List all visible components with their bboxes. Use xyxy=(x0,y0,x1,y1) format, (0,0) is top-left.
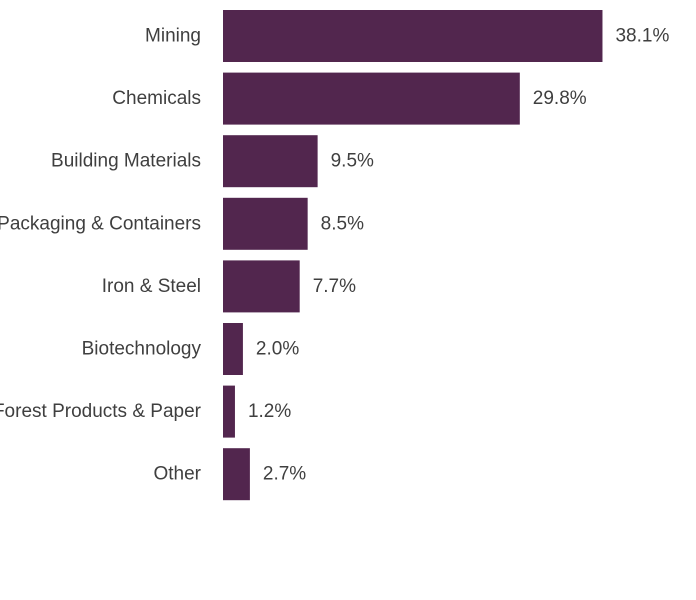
category-label-biotechnology: Biotechnology xyxy=(82,339,202,360)
bar-building-materials xyxy=(223,135,318,188)
category-label-chemicals: Chemicals xyxy=(112,88,201,109)
value-label-iron-and-steel: 7.7% xyxy=(313,276,356,297)
category-label-packaging-and-containers: Packaging & Containers xyxy=(0,213,201,234)
bar-forest-products-and-paper xyxy=(223,385,235,438)
category-label-other: Other xyxy=(153,464,201,485)
bar-iron-and-steel xyxy=(223,260,300,313)
value-label-chemicals: 29.8% xyxy=(533,88,587,109)
bar-biotechnology xyxy=(223,323,243,375)
bar-chemicals xyxy=(223,72,520,125)
category-label-iron-and-steel: Iron & Steel xyxy=(102,276,201,297)
value-label-other: 2.7% xyxy=(263,464,306,485)
category-labels: Mining Chemicals Building Materials Packagi… xyxy=(0,26,202,485)
value-label-biotechnology: 2.0% xyxy=(256,339,299,360)
value-label-packaging-and-containers: 8.5% xyxy=(321,213,364,234)
category-label-building-materials: Building Materials xyxy=(51,151,201,172)
bars-group xyxy=(223,10,603,501)
bar-mining xyxy=(223,10,603,62)
category-label-mining: Mining xyxy=(145,26,201,47)
value-labels: 38.1% 29.8% 9.5% 8.5% 7.7% 2.0% 1.2% 2.7% xyxy=(248,26,670,485)
bar-packaging-and-containers xyxy=(223,197,308,250)
bar-other xyxy=(223,448,250,501)
value-label-building-materials: 9.5% xyxy=(331,151,374,172)
value-label-forest-products-and-paper: 1.2% xyxy=(248,401,291,422)
value-label-mining: 38.1% xyxy=(615,26,669,47)
category-label-forest-products-and-paper: Forest Products & Paper xyxy=(0,401,202,422)
